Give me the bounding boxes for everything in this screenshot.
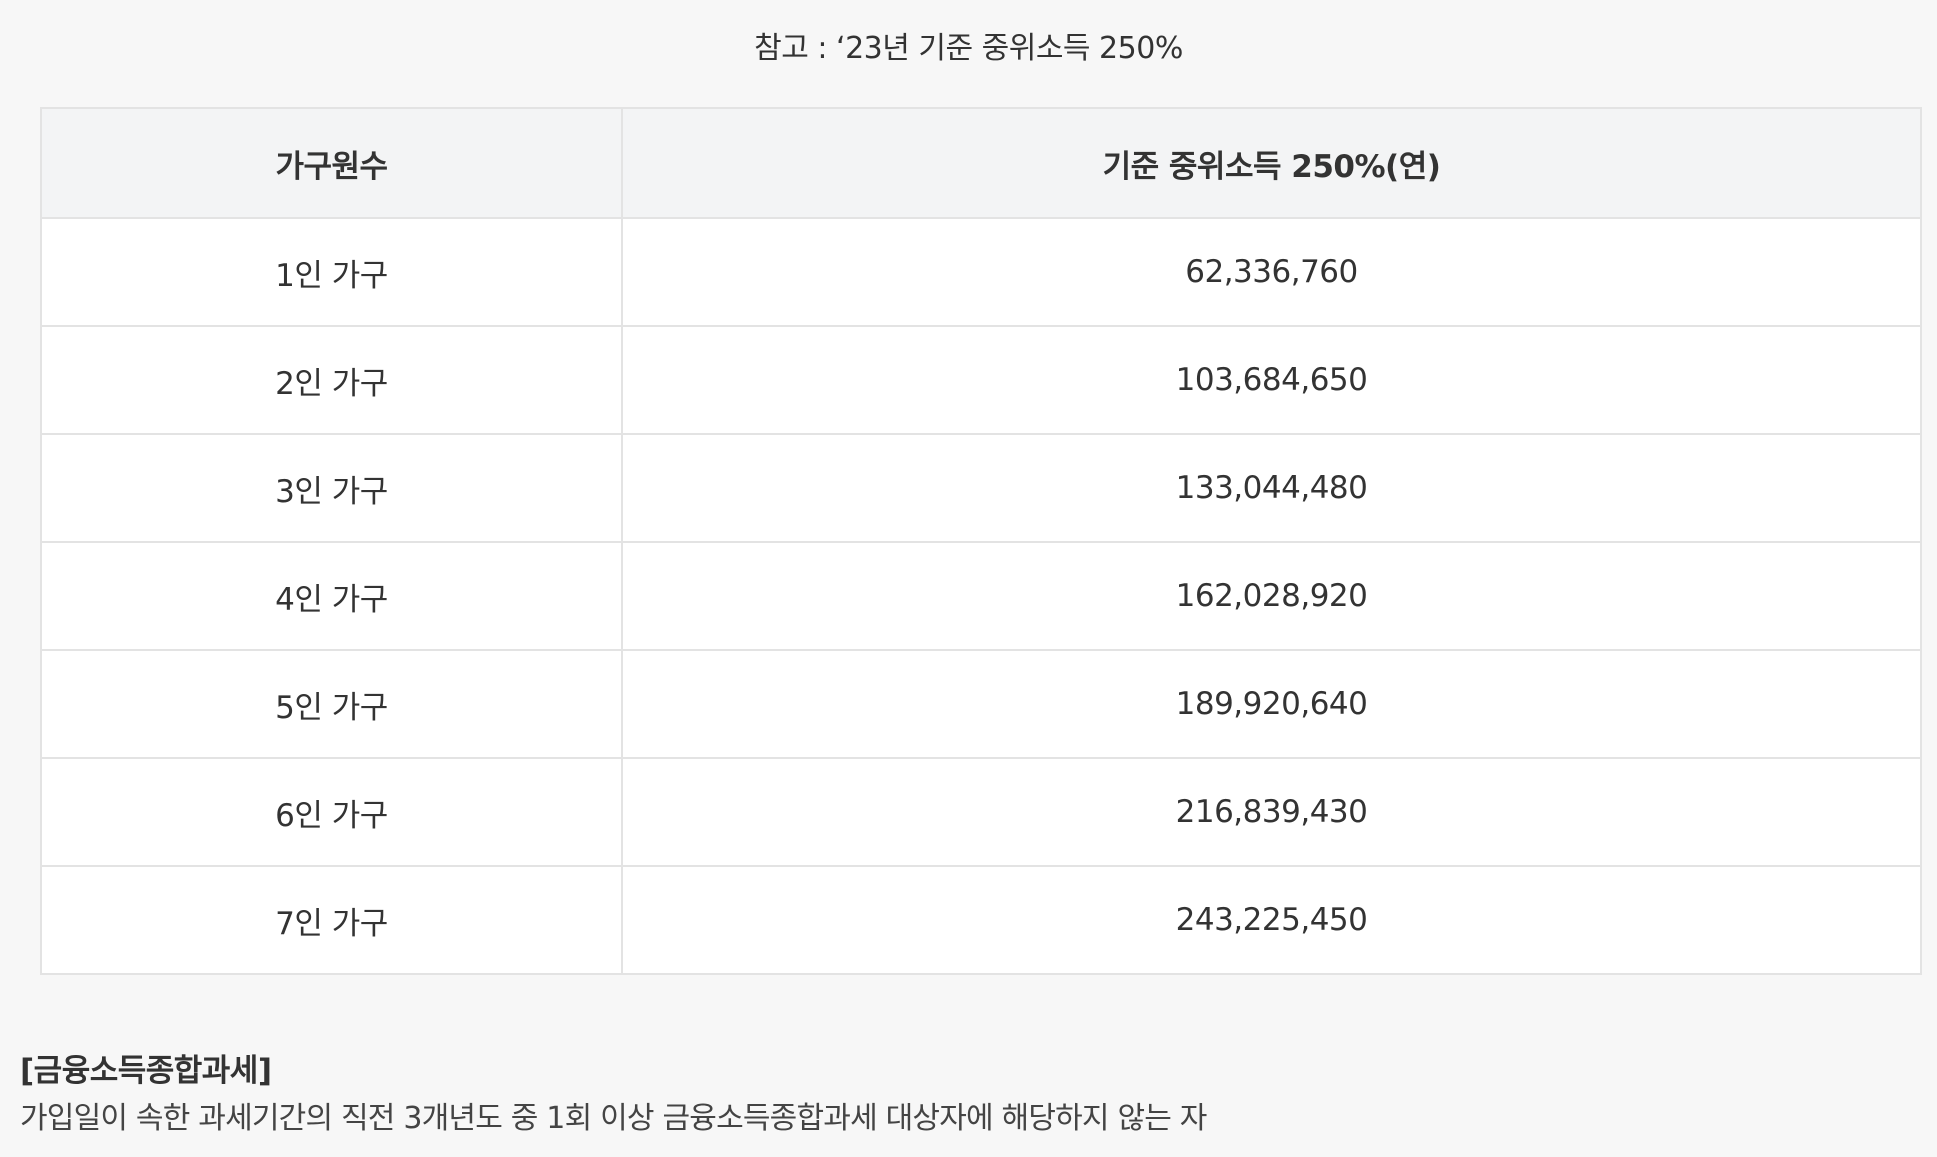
section-title: [금융소득종합과세] [20,1053,272,1089]
table-row: 4인 가구 162,028,920 [40,541,1922,651]
table-row: 6인 가구 216,839,430 [40,757,1922,867]
table-row: 5인 가구 189,920,640 [40,649,1922,759]
header-median-income: 기준 중위소득 250%(연) [621,107,1922,219]
income-value-cell: 62,336,760 [621,217,1922,327]
income-table-container: 가구원수 기준 중위소득 250%(연) 1인 가구 62,336,760 2인… [40,107,1922,975]
income-value-cell: 216,839,430 [621,757,1922,867]
household-size-cell: 5인 가구 [40,649,623,759]
income-value-cell: 162,028,920 [621,541,1922,651]
income-value-cell: 133,044,480 [621,433,1922,543]
household-size-cell: 6인 가구 [40,757,623,867]
household-size-cell: 3인 가구 [40,433,623,543]
income-value-cell: 243,225,450 [621,865,1922,975]
table-header-row: 가구원수 기준 중위소득 250%(연) [40,107,1922,219]
table-row: 1인 가구 62,336,760 [40,217,1922,327]
income-value-cell: 189,920,640 [621,649,1922,759]
section-description: 가입일이 속한 과세기간의 직전 3개년도 중 1회 이상 금융소득종합과세 대… [20,1101,1207,1136]
household-size-cell: 2인 가구 [40,325,623,435]
income-table: 가구원수 기준 중위소득 250%(연) 1인 가구 62,336,760 2인… [40,107,1922,975]
table-row: 2인 가구 103,684,650 [40,325,1922,435]
header-household-size: 가구원수 [40,107,623,219]
table-row: 7인 가구 243,225,450 [40,865,1922,975]
household-size-cell: 7인 가구 [40,865,623,975]
reference-note: 참고 : ‘23년 기준 중위소득 250% [754,31,1183,66]
household-size-cell: 4인 가구 [40,541,623,651]
household-size-cell: 1인 가구 [40,217,623,327]
table-row: 3인 가구 133,044,480 [40,433,1922,543]
income-value-cell: 103,684,650 [621,325,1922,435]
